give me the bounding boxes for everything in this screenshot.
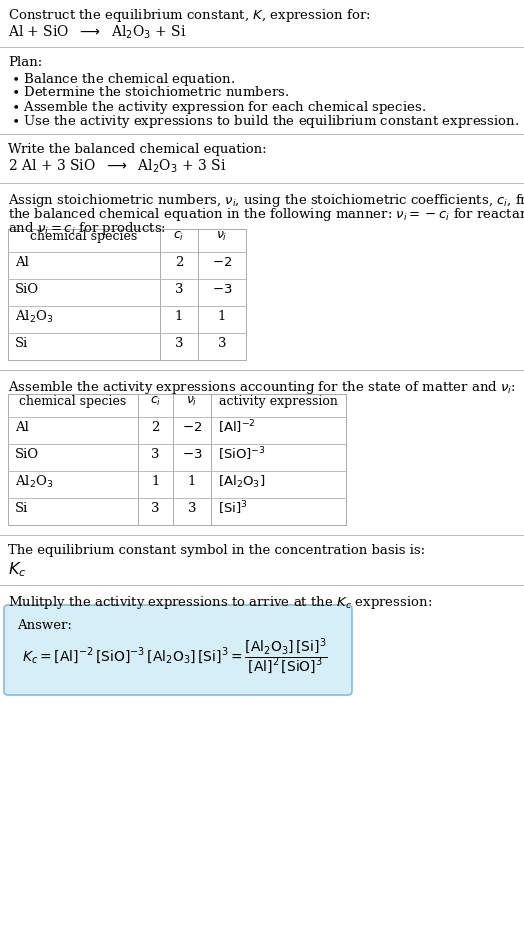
Text: 3: 3 (151, 447, 160, 461)
Text: 1: 1 (188, 474, 196, 487)
Text: Plan:: Plan: (8, 56, 42, 69)
Text: 2: 2 (175, 256, 183, 268)
Text: Al + SiO  $\longrightarrow$  Al$_2$O$_3$ + Si: Al + SiO $\longrightarrow$ Al$_2$O$_3$ +… (8, 24, 187, 41)
Text: $K_c = [\mathrm{Al}]^{-2}\,[\mathrm{SiO}]^{-3}\,[\mathrm{Al_2O_3}]\,[\mathrm{Si}: $K_c = [\mathrm{Al}]^{-2}\,[\mathrm{SiO}… (22, 635, 327, 675)
Text: 2 Al + 3 SiO  $\longrightarrow$  Al$_2$O$_3$ + 3 Si: 2 Al + 3 SiO $\longrightarrow$ Al$_2$O$_… (8, 158, 226, 175)
Text: 1: 1 (175, 309, 183, 323)
Text: $\bullet$ Use the activity expressions to build the equilibrium constant express: $\bullet$ Use the activity expressions t… (11, 113, 519, 129)
Text: Al: Al (15, 421, 29, 433)
Text: 3: 3 (218, 337, 226, 349)
Text: the balanced chemical equation in the following manner: $\nu_i = -c_i$ for react: the balanced chemical equation in the fo… (8, 206, 524, 223)
Text: $-3$: $-3$ (212, 283, 232, 296)
Text: SiO: SiO (15, 447, 39, 461)
Text: 3: 3 (174, 337, 183, 349)
Text: Si: Si (15, 337, 28, 349)
Text: $[\mathrm{Si}]^3$: $[\mathrm{Si}]^3$ (218, 499, 248, 517)
Text: Al$_2$O$_3$: Al$_2$O$_3$ (15, 473, 53, 489)
Text: Mulitply the activity expressions to arrive at the $K_c$ expression:: Mulitply the activity expressions to arr… (8, 593, 432, 610)
Text: activity expression: activity expression (219, 394, 338, 407)
Text: Assemble the activity expressions accounting for the state of matter and $\nu_i$: Assemble the activity expressions accoun… (8, 379, 516, 396)
Text: chemical species: chemical species (19, 394, 127, 407)
Text: Construct the equilibrium constant, $K$, expression for:: Construct the equilibrium constant, $K$,… (8, 7, 370, 24)
Text: SiO: SiO (15, 283, 39, 296)
Text: $\nu_i$: $\nu_i$ (187, 394, 198, 407)
Text: Al: Al (15, 256, 29, 268)
FancyBboxPatch shape (4, 605, 352, 695)
Text: $\bullet$ Assemble the activity expression for each chemical species.: $\bullet$ Assemble the activity expressi… (11, 99, 426, 116)
Text: $\nu_i$: $\nu_i$ (216, 229, 228, 243)
Text: Assign stoichiometric numbers, $\nu_i$, using the stoichiometric coefficients, $: Assign stoichiometric numbers, $\nu_i$, … (8, 191, 524, 208)
Text: $-2$: $-2$ (212, 256, 232, 268)
Text: $c_i$: $c_i$ (150, 394, 161, 407)
Text: $\bullet$ Determine the stoichiometric numbers.: $\bullet$ Determine the stoichiometric n… (11, 85, 289, 99)
Bar (8, 229, 246, 361)
Text: $K_c$: $K_c$ (8, 560, 26, 578)
Text: Si: Si (15, 502, 28, 514)
Text: chemical species: chemical species (30, 229, 138, 243)
Text: Al$_2$O$_3$: Al$_2$O$_3$ (15, 308, 53, 325)
Text: $-2$: $-2$ (182, 421, 202, 433)
Text: The equilibrium constant symbol in the concentration basis is:: The equilibrium constant symbol in the c… (8, 544, 425, 556)
Text: $c_i$: $c_i$ (173, 229, 184, 243)
Text: 1: 1 (218, 309, 226, 323)
Text: 3: 3 (174, 283, 183, 296)
Bar (8, 394, 346, 526)
Text: Answer:: Answer: (17, 619, 72, 631)
Text: $[\mathrm{Al_2O_3}]$: $[\mathrm{Al_2O_3}]$ (218, 473, 265, 489)
Text: 2: 2 (151, 421, 160, 433)
Text: and $\nu_i = c_i$ for products:: and $\nu_i = c_i$ for products: (8, 220, 166, 237)
Text: $[\mathrm{Al}]^{-2}$: $[\mathrm{Al}]^{-2}$ (218, 418, 256, 436)
Text: $-3$: $-3$ (182, 447, 202, 461)
Text: 3: 3 (188, 502, 196, 514)
Text: 1: 1 (151, 474, 160, 487)
Text: $\bullet$ Balance the chemical equation.: $\bullet$ Balance the chemical equation. (11, 71, 235, 88)
Text: 3: 3 (151, 502, 160, 514)
Text: Write the balanced chemical equation:: Write the balanced chemical equation: (8, 143, 267, 156)
Text: $[\mathrm{SiO}]^{-3}$: $[\mathrm{SiO}]^{-3}$ (218, 446, 266, 463)
